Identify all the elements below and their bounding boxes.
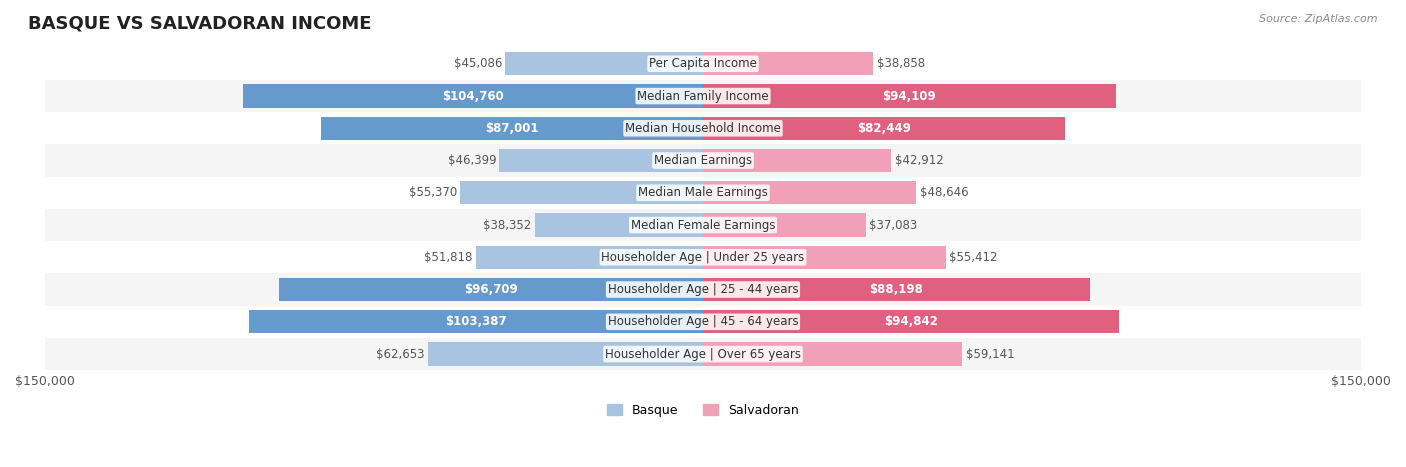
Text: Median Household Income: Median Household Income — [626, 122, 780, 135]
Text: Median Earnings: Median Earnings — [654, 154, 752, 167]
Text: Per Capita Income: Per Capita Income — [650, 57, 756, 71]
Bar — [703, 85, 1116, 108]
Bar — [249, 310, 703, 333]
Text: $37,083: $37,083 — [869, 219, 917, 232]
Bar — [322, 117, 703, 140]
Text: $51,818: $51,818 — [425, 251, 472, 264]
FancyBboxPatch shape — [45, 80, 1361, 112]
Text: $62,653: $62,653 — [377, 347, 425, 361]
Bar — [243, 85, 703, 108]
Bar — [278, 278, 703, 301]
Bar — [703, 52, 873, 76]
Bar — [703, 117, 1064, 140]
Text: $103,387: $103,387 — [446, 315, 508, 328]
Bar — [703, 149, 891, 172]
Text: $96,709: $96,709 — [464, 283, 517, 296]
FancyBboxPatch shape — [45, 48, 1361, 80]
Text: $104,760: $104,760 — [443, 90, 505, 103]
Text: Source: ZipAtlas.com: Source: ZipAtlas.com — [1260, 14, 1378, 24]
Bar — [475, 246, 703, 269]
FancyBboxPatch shape — [45, 144, 1361, 177]
Text: Median Male Earnings: Median Male Earnings — [638, 186, 768, 199]
Text: $55,412: $55,412 — [949, 251, 998, 264]
FancyBboxPatch shape — [45, 306, 1361, 338]
Text: Householder Age | Over 65 years: Householder Age | Over 65 years — [605, 347, 801, 361]
Text: $55,370: $55,370 — [409, 186, 457, 199]
Text: Householder Age | 25 - 44 years: Householder Age | 25 - 44 years — [607, 283, 799, 296]
Bar — [703, 246, 946, 269]
Text: Householder Age | Under 25 years: Householder Age | Under 25 years — [602, 251, 804, 264]
FancyBboxPatch shape — [45, 241, 1361, 274]
Bar — [703, 213, 866, 237]
Text: $46,399: $46,399 — [447, 154, 496, 167]
Text: $88,198: $88,198 — [869, 283, 924, 296]
Bar — [460, 181, 703, 205]
Text: Householder Age | 45 - 64 years: Householder Age | 45 - 64 years — [607, 315, 799, 328]
FancyBboxPatch shape — [45, 177, 1361, 209]
FancyBboxPatch shape — [45, 112, 1361, 144]
FancyBboxPatch shape — [45, 209, 1361, 241]
Bar — [505, 52, 703, 76]
Bar — [703, 181, 917, 205]
Text: $38,858: $38,858 — [877, 57, 925, 71]
Text: $38,352: $38,352 — [484, 219, 531, 232]
Text: $94,109: $94,109 — [883, 90, 936, 103]
Bar — [429, 342, 703, 366]
Text: $42,912: $42,912 — [894, 154, 943, 167]
Text: Median Female Earnings: Median Female Earnings — [631, 219, 775, 232]
Legend: Basque, Salvadoran: Basque, Salvadoran — [602, 399, 804, 422]
Bar — [703, 278, 1090, 301]
Bar — [499, 149, 703, 172]
Text: $48,646: $48,646 — [920, 186, 969, 199]
Bar — [703, 342, 963, 366]
FancyBboxPatch shape — [45, 274, 1361, 306]
Bar — [703, 310, 1119, 333]
FancyBboxPatch shape — [45, 338, 1361, 370]
Text: $59,141: $59,141 — [966, 347, 1014, 361]
Text: $87,001: $87,001 — [485, 122, 538, 135]
Text: BASQUE VS SALVADORAN INCOME: BASQUE VS SALVADORAN INCOME — [28, 14, 371, 32]
Bar — [534, 213, 703, 237]
Text: $94,842: $94,842 — [884, 315, 938, 328]
Text: $82,449: $82,449 — [856, 122, 911, 135]
Text: $45,086: $45,086 — [454, 57, 502, 71]
Text: Median Family Income: Median Family Income — [637, 90, 769, 103]
